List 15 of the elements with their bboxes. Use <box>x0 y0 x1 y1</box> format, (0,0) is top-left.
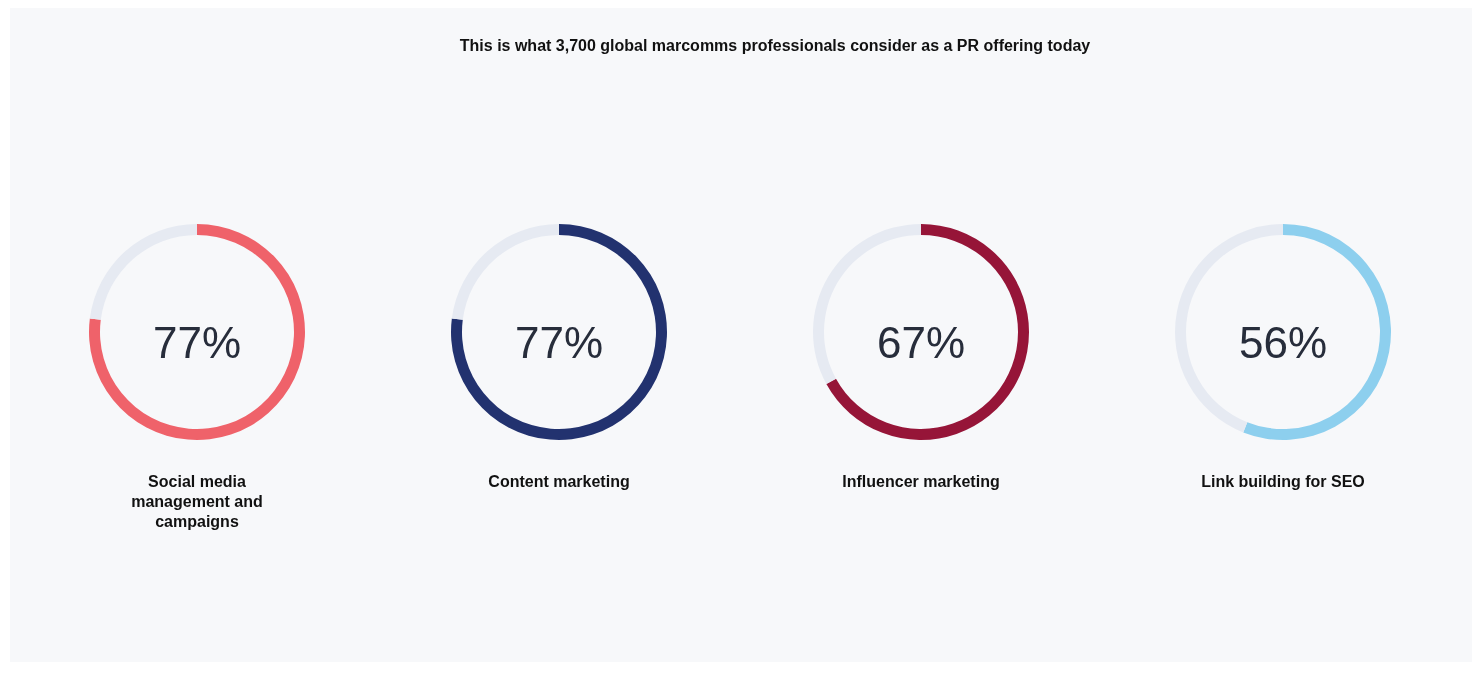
donut-slice <box>1243 224 1391 440</box>
data-label: 56% <box>1238 318 1328 367</box>
donut-slice <box>451 224 559 320</box>
slice-label: Content marketing <box>488 473 630 490</box>
donut-slice <box>451 224 667 440</box>
text: This is what 3,700 global marcomms professionals consider as a PR offering today <box>458 37 1092 55</box>
slice-label: Influencer marketing <box>842 473 1000 490</box>
slice-label: Social media management and campaigns <box>131 473 263 530</box>
donut-slice <box>89 224 197 320</box>
data-label: 77% <box>514 318 604 367</box>
slice-label: Link building for SEO <box>1201 473 1365 490</box>
data-label: 77% <box>152 318 242 367</box>
donut-slice <box>826 224 1029 440</box>
data-label: 67% <box>876 318 966 367</box>
donut-slice <box>89 224 305 440</box>
